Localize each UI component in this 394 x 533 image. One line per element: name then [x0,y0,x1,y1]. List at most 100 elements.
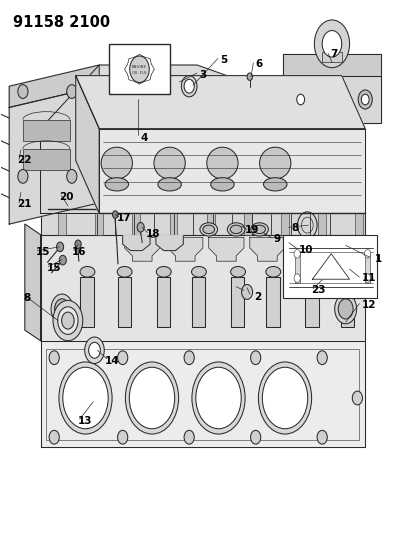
Bar [266,277,280,327]
Circle shape [364,249,371,258]
Text: 15: 15 [46,263,61,272]
Circle shape [67,169,77,183]
Circle shape [288,205,294,214]
Circle shape [210,205,216,214]
Circle shape [61,312,74,329]
Circle shape [317,351,327,365]
Circle shape [59,255,66,265]
Circle shape [184,79,194,93]
Bar [95,214,103,235]
Text: 7: 7 [330,50,337,59]
Circle shape [184,351,194,365]
Bar [132,214,140,235]
Circle shape [190,205,196,214]
Circle shape [18,85,28,99]
Ellipse shape [260,147,291,179]
Circle shape [151,205,157,214]
Circle shape [258,362,312,434]
Bar [322,52,342,62]
Ellipse shape [211,177,234,191]
Ellipse shape [117,266,132,277]
Polygon shape [41,235,365,341]
Circle shape [262,367,308,429]
Circle shape [59,362,112,434]
Polygon shape [283,76,381,123]
Text: 4: 4 [140,133,148,143]
Circle shape [327,205,333,214]
Text: 3: 3 [199,70,206,79]
Circle shape [63,367,108,429]
Text: 13: 13 [78,416,92,426]
Circle shape [113,211,118,218]
Bar [169,214,177,235]
Bar [207,214,215,235]
Circle shape [75,240,81,248]
Text: 9: 9 [273,234,281,244]
Circle shape [51,294,73,324]
Circle shape [125,362,178,434]
Bar [157,277,170,327]
Text: 8: 8 [23,293,30,303]
Polygon shape [41,65,346,214]
Text: OIL FUL: OIL FUL [132,71,147,76]
Bar [23,149,70,170]
Circle shape [294,90,308,109]
Ellipse shape [101,147,132,179]
Text: 17: 17 [117,213,132,223]
Circle shape [67,85,77,99]
Circle shape [112,205,118,214]
Text: 8: 8 [291,223,298,233]
Bar [318,214,326,235]
Text: 12: 12 [361,300,376,310]
Ellipse shape [256,142,295,184]
Bar [23,119,70,141]
Bar [192,277,205,327]
Circle shape [338,299,353,319]
Circle shape [294,249,300,258]
Text: 6: 6 [256,59,263,69]
Bar [117,277,131,327]
Circle shape [242,285,253,300]
Text: 91158 2100: 91158 2100 [13,14,110,30]
Ellipse shape [105,177,128,191]
Ellipse shape [230,225,242,233]
Ellipse shape [251,223,268,236]
Text: 5: 5 [220,55,227,64]
Ellipse shape [158,177,181,191]
Polygon shape [99,128,365,214]
Circle shape [314,20,349,68]
Ellipse shape [80,266,95,277]
Text: 11: 11 [361,273,376,283]
Ellipse shape [266,266,281,277]
Circle shape [117,351,128,365]
Circle shape [322,30,342,57]
Ellipse shape [191,266,206,277]
Ellipse shape [227,223,245,236]
Bar [109,44,169,94]
Text: 14: 14 [105,356,120,366]
Polygon shape [168,237,203,261]
Circle shape [317,430,327,444]
Polygon shape [283,54,381,76]
Text: 2: 2 [254,292,261,302]
Circle shape [18,169,28,183]
Circle shape [184,430,194,444]
Circle shape [364,274,371,282]
Circle shape [181,76,197,97]
Circle shape [352,391,362,405]
Circle shape [335,294,357,324]
Circle shape [55,299,69,319]
Ellipse shape [200,223,217,236]
Ellipse shape [150,142,189,184]
Circle shape [358,90,372,109]
Ellipse shape [340,266,355,277]
Bar [295,254,299,284]
Text: 16: 16 [72,247,86,257]
Bar [355,214,363,235]
Text: 19: 19 [245,225,259,236]
Circle shape [49,351,59,365]
Ellipse shape [203,225,215,233]
Text: 22: 22 [17,156,32,165]
Circle shape [251,351,261,365]
Text: 21: 21 [17,199,32,209]
